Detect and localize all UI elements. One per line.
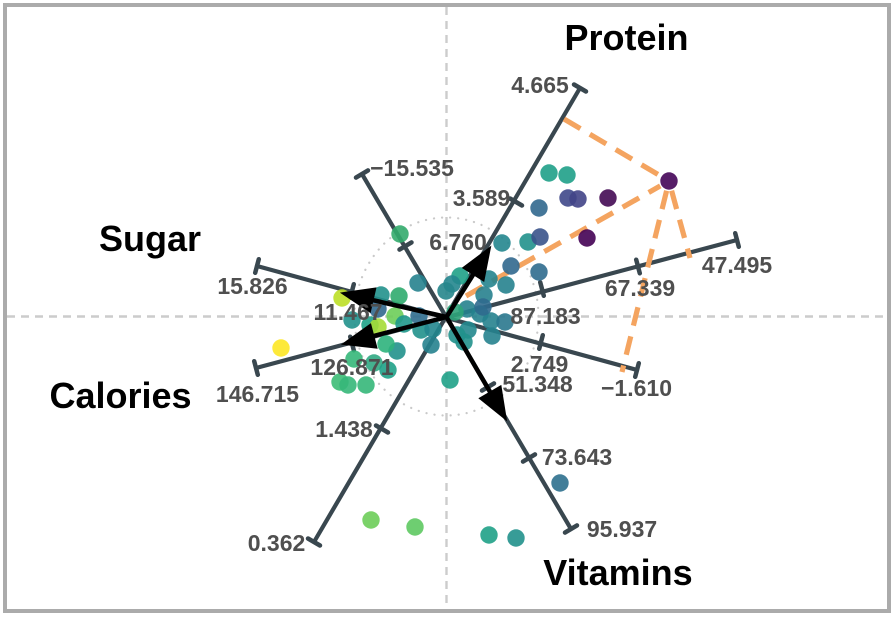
svg-text:Vitamins: Vitamins [543,552,692,593]
svg-text:73.643: 73.643 [542,444,612,470]
svg-text:15.826: 15.826 [217,273,287,299]
svg-text:146.715: 146.715 [216,381,299,407]
svg-text:Calories: Calories [49,375,191,416]
svg-text:51.348: 51.348 [502,371,573,397]
svg-text:0.362: 0.362 [248,530,306,556]
svg-text:11.467: 11.467 [313,299,382,325]
svg-text:−1.610: −1.610 [601,375,672,401]
svg-text:87.183: 87.183 [510,303,580,329]
svg-text:4.665: 4.665 [511,72,569,98]
svg-text:Protein: Protein [564,17,688,58]
svg-text:95.937: 95.937 [587,516,657,542]
svg-text:47.495: 47.495 [702,252,773,278]
svg-text:126.871: 126.871 [310,354,393,380]
svg-text:Sugar: Sugar [99,218,201,259]
svg-text:2.749: 2.749 [511,351,569,377]
svg-text:1.438: 1.438 [315,416,373,442]
svg-text:−15.535: −15.535 [370,155,454,181]
svg-text:3.589: 3.589 [453,185,511,211]
svg-text:67.339: 67.339 [605,275,675,301]
svg-text:6.760: 6.760 [429,229,487,255]
